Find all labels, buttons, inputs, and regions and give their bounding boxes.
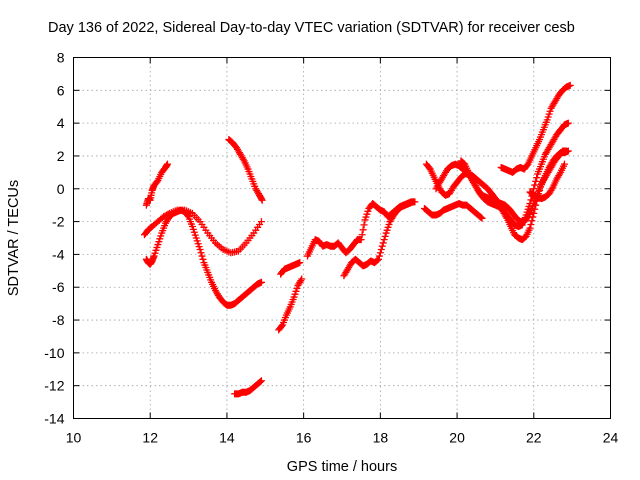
data-point [560, 160, 568, 168]
data-point [360, 221, 368, 229]
data-point [257, 218, 265, 226]
data-point [296, 259, 304, 267]
y-tick-label: -4 [52, 246, 65, 262]
series-arc-9 [340, 198, 417, 280]
series-arc-1 [142, 160, 171, 209]
y-tick-label: 2 [57, 148, 65, 164]
y-tick-label: 6 [57, 82, 65, 98]
x-tick-label: 24 [603, 430, 619, 446]
series-arc-10 [420, 200, 486, 222]
series-arc-6 [275, 275, 306, 334]
data-point [532, 177, 540, 185]
data-point [556, 170, 564, 178]
data-point [258, 195, 266, 203]
x-tick-label: 14 [219, 430, 235, 446]
data-point [409, 198, 417, 206]
data-point [527, 220, 535, 228]
data-point [198, 252, 206, 260]
y-tick-label: -10 [44, 345, 64, 361]
y-tick-label: 8 [57, 50, 65, 66]
y-tick-label: -2 [52, 214, 65, 230]
series-arc-15 [526, 160, 568, 203]
series-arc-3 [142, 206, 265, 309]
series-arc-2 [140, 206, 265, 257]
series-arc-14 [497, 81, 574, 176]
series-arc-11 [422, 147, 572, 244]
x-tick-label: 16 [296, 430, 312, 446]
axis-ticks [73, 57, 611, 419]
data-point [358, 231, 366, 239]
y-tick-labels: 8 6 4 2 0 -2 -4 -6 -8 -10 -12 -14 [44, 50, 64, 427]
data-point [564, 119, 572, 127]
data-point [297, 277, 305, 285]
data-point [257, 377, 265, 385]
data-point [566, 81, 574, 89]
data-point [530, 185, 538, 193]
y-tick-label: -6 [52, 279, 65, 295]
x-tick-label: 20 [449, 430, 465, 446]
data-point [379, 239, 387, 247]
y-tick-label: -8 [52, 312, 65, 328]
series-arc-5 [231, 377, 265, 398]
x-axis-label: GPS time / hours [287, 459, 397, 475]
x-tick-labels: 10 12 14 16 18 20 22 24 [66, 430, 619, 446]
data-point [375, 252, 383, 260]
data-point [257, 278, 265, 286]
data-point [163, 160, 171, 168]
data-point [298, 275, 306, 283]
data-point [526, 224, 534, 232]
series-arc-4 [225, 136, 266, 204]
data-point [531, 181, 539, 189]
x-tick-label: 10 [66, 430, 82, 446]
series-arc-7 [277, 259, 304, 278]
plot-frame [73, 57, 611, 419]
data-point [373, 256, 381, 264]
data-point [562, 147, 570, 155]
x-tick-label: 18 [373, 430, 389, 446]
data-point [526, 200, 534, 208]
data-point [374, 255, 382, 263]
x-tick-label: 12 [142, 430, 158, 446]
data-point [199, 255, 207, 263]
data-point [380, 236, 388, 244]
data-point [196, 245, 204, 253]
grid [73, 57, 611, 419]
data-point [376, 249, 384, 257]
series-arc-13 [457, 119, 572, 231]
data-point [278, 322, 286, 330]
y-tick-label: -14 [44, 411, 64, 427]
data-point [258, 196, 266, 204]
y-tick-label: 4 [57, 115, 65, 131]
data-point [239, 155, 247, 163]
data-point [477, 213, 485, 221]
y-tick-label: 0 [57, 181, 65, 197]
data-point [197, 249, 205, 257]
data-point [548, 185, 556, 193]
chart-title: Day 136 of 2022, Sidereal Day-to-day VTE… [48, 20, 575, 36]
data-point [357, 236, 365, 244]
x-tick-label: 22 [526, 430, 542, 446]
data-point [533, 174, 541, 182]
y-tick-label: -12 [44, 378, 64, 394]
data-point [478, 214, 486, 222]
data-point [527, 196, 535, 204]
data-point [378, 242, 386, 250]
data-point [377, 245, 385, 253]
data-point [256, 378, 264, 386]
data-point [184, 211, 192, 219]
y-axis-label: SDTVAR / TECUs [6, 180, 22, 296]
data-point [528, 217, 536, 225]
data-point [381, 232, 389, 240]
data-point [359, 226, 367, 234]
data-marks [140, 81, 574, 398]
